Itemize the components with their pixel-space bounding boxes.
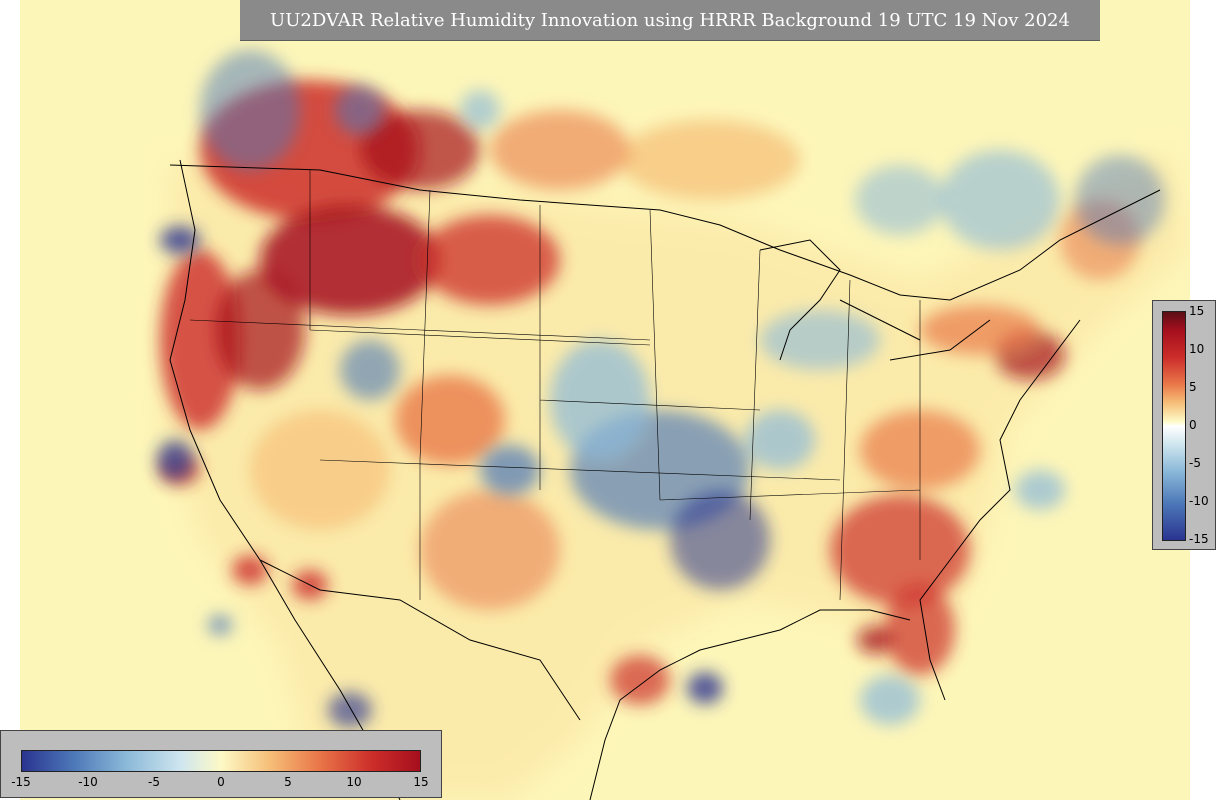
vcbar-tick-label: -10	[1189, 494, 1209, 508]
horizontal-colorbar-gradient	[21, 750, 421, 772]
vertical-colorbar-gradient	[1162, 311, 1186, 541]
hcbar-tick-label: 0	[217, 775, 225, 789]
great-lakes	[759, 239, 991, 361]
hcbar-tick-label: -10	[78, 775, 98, 789]
hcbar-tick-label: 15	[413, 775, 429, 789]
vcbar-tick-label: -5	[1189, 456, 1201, 470]
map-title: UU2DVAR Relative Humidity Innovation usi…	[240, 0, 1100, 41]
vcbar-tick-label: 5	[1189, 380, 1197, 394]
hcbar-tick-label: 5	[284, 775, 292, 789]
border-lines	[169, 159, 1161, 800]
positive-innovation-areas	[160, 80, 1140, 705]
vcbar-tick-label: 10	[1189, 342, 1205, 356]
horizontal-colorbar: -15 -10 -5 0 5 10 15	[0, 730, 442, 798]
coastline-pacific	[169, 159, 401, 800]
vertical-colorbar: 15 10 5 0 -5 -10 -15	[1152, 300, 1216, 550]
vcbar-tick-label: -15	[1189, 532, 1209, 546]
negative-innovation-areas	[157, 50, 1165, 728]
state-lines	[189, 170, 921, 601]
border-us-mexico	[259, 559, 581, 721]
border-us-canada	[169, 164, 1161, 301]
coastline-gulf	[589, 609, 911, 800]
vcbar-tick-label: 15	[1189, 304, 1205, 318]
hcbar-tick-label: -5	[148, 775, 160, 789]
map-field	[157, 50, 1190, 800]
hcbar-tick-label: 10	[346, 775, 362, 789]
vcbar-tick-label: 0	[1189, 418, 1197, 432]
map-canvas	[20, 0, 1190, 800]
hcbar-tick-label: -15	[11, 775, 31, 789]
coastline-atlantic	[919, 319, 1081, 701]
